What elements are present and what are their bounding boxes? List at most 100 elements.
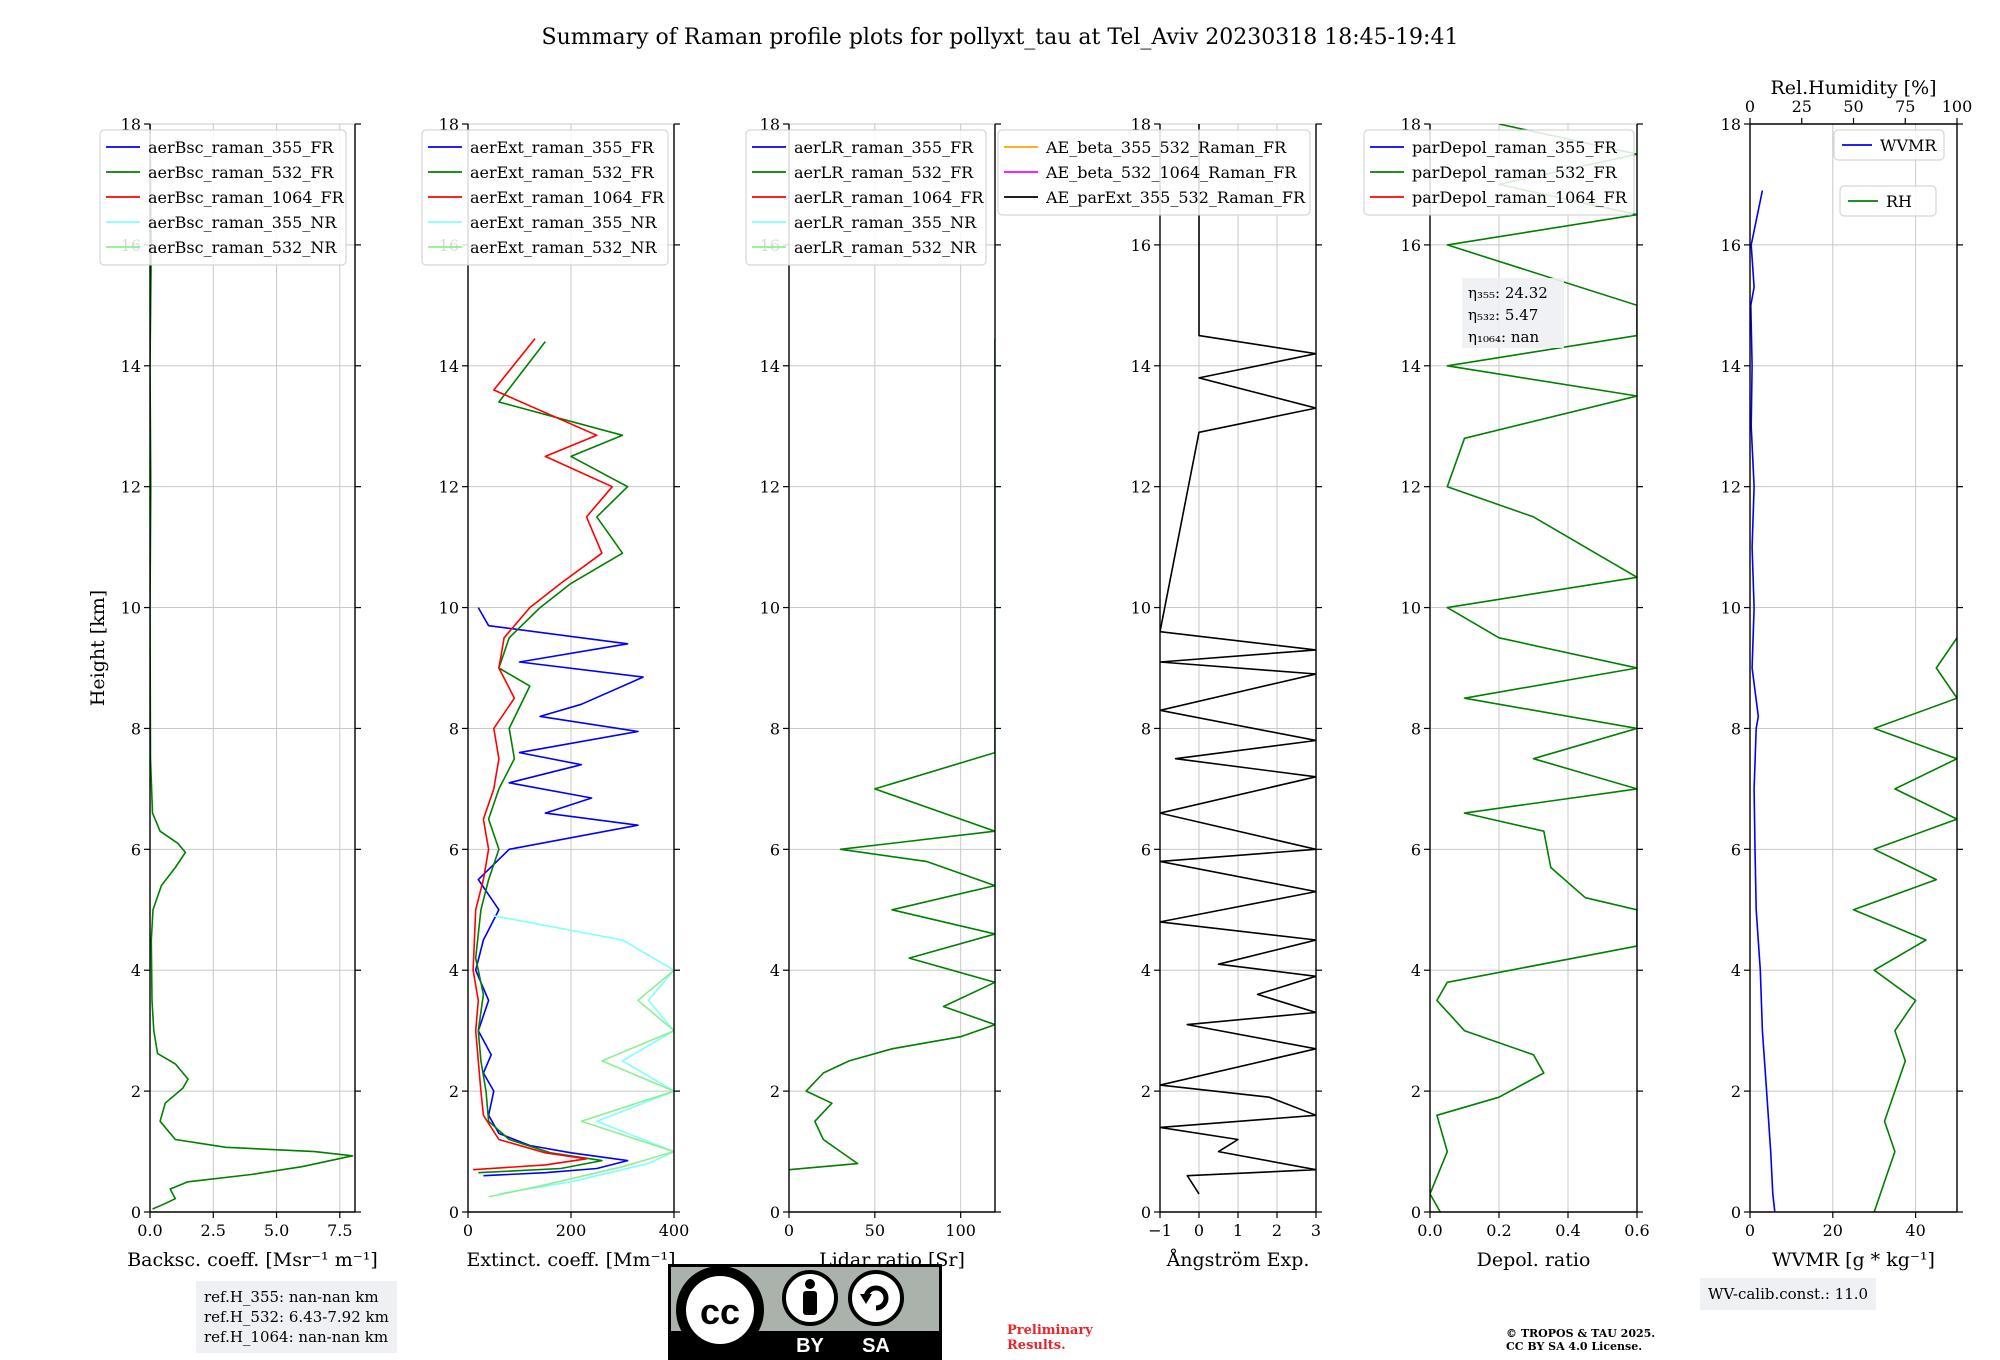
y-tick-label: 6 (1731, 840, 1741, 859)
preliminary-note: Preliminary Results. (1007, 1323, 1093, 1353)
y-tick-label: 12 (121, 478, 141, 497)
eta-annotation-line: η₁₀₆₄: nan (1468, 328, 1539, 346)
legend-label: parDepol_raman_532_FR (1412, 163, 1618, 182)
x-tick-label: −1 (1148, 1221, 1172, 1240)
x-tick-label: 40 (1905, 1221, 1925, 1240)
series-line-aerExt_raman_1064_FR (472, 338, 614, 1171)
y-tick-label: 0 (1731, 1203, 1741, 1222)
y-tick-label: 16 (1131, 236, 1151, 255)
y-tick-label: 4 (449, 961, 459, 980)
legend-label: aerExt_raman_355_NR (470, 213, 658, 232)
y-tick-label: 10 (760, 599, 780, 618)
x-tick-label: 7.5 (327, 1221, 352, 1240)
legend-label: RH (1886, 192, 1912, 211)
y-tick-label: 6 (131, 840, 141, 859)
legend-box (421, 129, 669, 266)
x-axis-label: Depol. ratio (1477, 1249, 1591, 1271)
top-x-tick-label: 25 (1792, 97, 1812, 116)
y-tick-label: 8 (131, 719, 141, 738)
legend-box (1833, 129, 1945, 161)
x-tick-label: 0 (784, 1221, 794, 1240)
x-tick-label: 2.5 (201, 1221, 226, 1240)
y-tick-label: 18 (1131, 115, 1151, 134)
copyright-line-2: CC BY SA 4.0 License. (1506, 1340, 1643, 1353)
top-x-tick-label: 75 (1895, 97, 1915, 116)
y-tick-label: 10 (439, 599, 459, 618)
y-tick-label: 12 (1131, 478, 1151, 497)
legend: aerLR_raman_355_FR aerLR_raman_532_FR aerL… (745, 129, 987, 266)
wv-calibration-box: WV-calib.const.: 11.0 (1700, 1278, 1877, 1310)
y-tick-label: 6 (1411, 840, 1421, 859)
y-tick-label: 2 (1411, 1082, 1421, 1101)
series-line-aerBsc_raman_532_FR (150, 124, 354, 1210)
cc-logo-text: cc (700, 1291, 740, 1332)
data-group (1160, 124, 1316, 1195)
cc-circle-inner (686, 1276, 754, 1344)
legend: aerExt_raman_355_FR aerExt_raman_532_FRae… (421, 129, 669, 266)
y-tick-label: 18 (439, 115, 459, 134)
reference-heights-box: ref.H_355: nan-nan km ref.H_532: 6.43-7.… (196, 1281, 397, 1353)
y-tick-label: 4 (770, 961, 780, 980)
y-tick-label: 14 (439, 357, 459, 376)
y-tick-label: 4 (131, 961, 141, 980)
eta-annotation-line: η₅₃₂: 5.47 (1468, 306, 1538, 324)
panel-3: 024681012141618050100Lidar ratio [Sr]aer… (745, 115, 1001, 1271)
data-group (1430, 124, 1637, 1212)
y-tick-label: 10 (1131, 599, 1151, 618)
y-tick-label: 0 (1141, 1203, 1151, 1222)
legend: WVMR RH (1833, 129, 1945, 217)
y-tick-label: 12 (1401, 478, 1421, 497)
series-line-RH (1852, 637, 1957, 1212)
legend-label: aerLR_raman_355_NR (794, 213, 977, 232)
legend-label: WVMR (1880, 136, 1937, 155)
y-tick-label: 18 (760, 115, 780, 134)
legend: aerBsc_raman_355_FR aerBsc_raman_532_FRae… (99, 129, 347, 266)
legend-label: AE_parExt_355_532_Raman_FR (1045, 188, 1306, 207)
y-tick-label: 2 (131, 1082, 141, 1101)
y-tick-label: 0 (770, 1203, 780, 1222)
top-x-tick-label: 0 (1745, 97, 1755, 116)
top-x-axis-label: Rel.Humidity [%] (1770, 77, 1936, 99)
x-tick-label: 0.6 (1624, 1221, 1649, 1240)
x-tick-label: 5.0 (264, 1221, 289, 1240)
y-axis-label: Height [km] (87, 590, 109, 706)
legend-label: aerLR_raman_1064_FR (794, 188, 984, 207)
y-tick-label: 12 (760, 478, 780, 497)
legend-label: aerBsc_raman_355_FR (148, 138, 334, 157)
y-tick-label: 2 (1731, 1082, 1741, 1101)
y-tick-label: 8 (449, 719, 459, 738)
y-tick-label: 0 (1411, 1203, 1421, 1222)
legend-box (99, 129, 347, 266)
legend-label: aerBsc_raman_532_NR (148, 238, 337, 257)
data-group (150, 124, 354, 1210)
y-tick-label: 10 (1721, 599, 1741, 618)
legend-box (1363, 129, 1635, 216)
series-line-aerExt_raman_355_FR (474, 607, 644, 1177)
wv-calibration-text: WV-calib.const.: 11.0 (1708, 1285, 1869, 1303)
x-tick-label: 3 (1311, 1221, 1321, 1240)
y-tick-label: 14 (121, 357, 141, 376)
x-tick-label: 50 (865, 1221, 885, 1240)
legend-label: aerBsc_raman_355_NR (148, 213, 337, 232)
legend-label: parDepol_raman_355_FR (1412, 138, 1618, 157)
legend-box (1839, 185, 1937, 217)
cc-license-badge: cc BY SA (668, 1264, 942, 1360)
y-tick-label: 8 (1731, 719, 1741, 738)
x-tick-label: 20 (1823, 1221, 1843, 1240)
y-tick-label: 16 (1401, 236, 1421, 255)
series-line-aerExt_raman_532_NR (488, 918, 674, 1198)
y-tick-label: 14 (1401, 357, 1421, 376)
panel-2: 0246810121416180200400Extinct. coeff. [M… (421, 115, 690, 1271)
y-tick-label: 4 (1411, 961, 1421, 980)
y-tick-label: 6 (449, 840, 459, 859)
sa-arrow-head (860, 1294, 872, 1304)
x-tick-label: 400 (659, 1221, 690, 1240)
y-tick-label: 2 (1141, 1082, 1151, 1101)
x-axis-label: Ångström Exp. (1166, 1249, 1310, 1271)
legend-label: aerBsc_raman_532_FR (148, 163, 334, 182)
series-line-aerLR_raman_532_FR (789, 338, 995, 1171)
legend-label: aerExt_raman_532_NR (470, 238, 658, 257)
